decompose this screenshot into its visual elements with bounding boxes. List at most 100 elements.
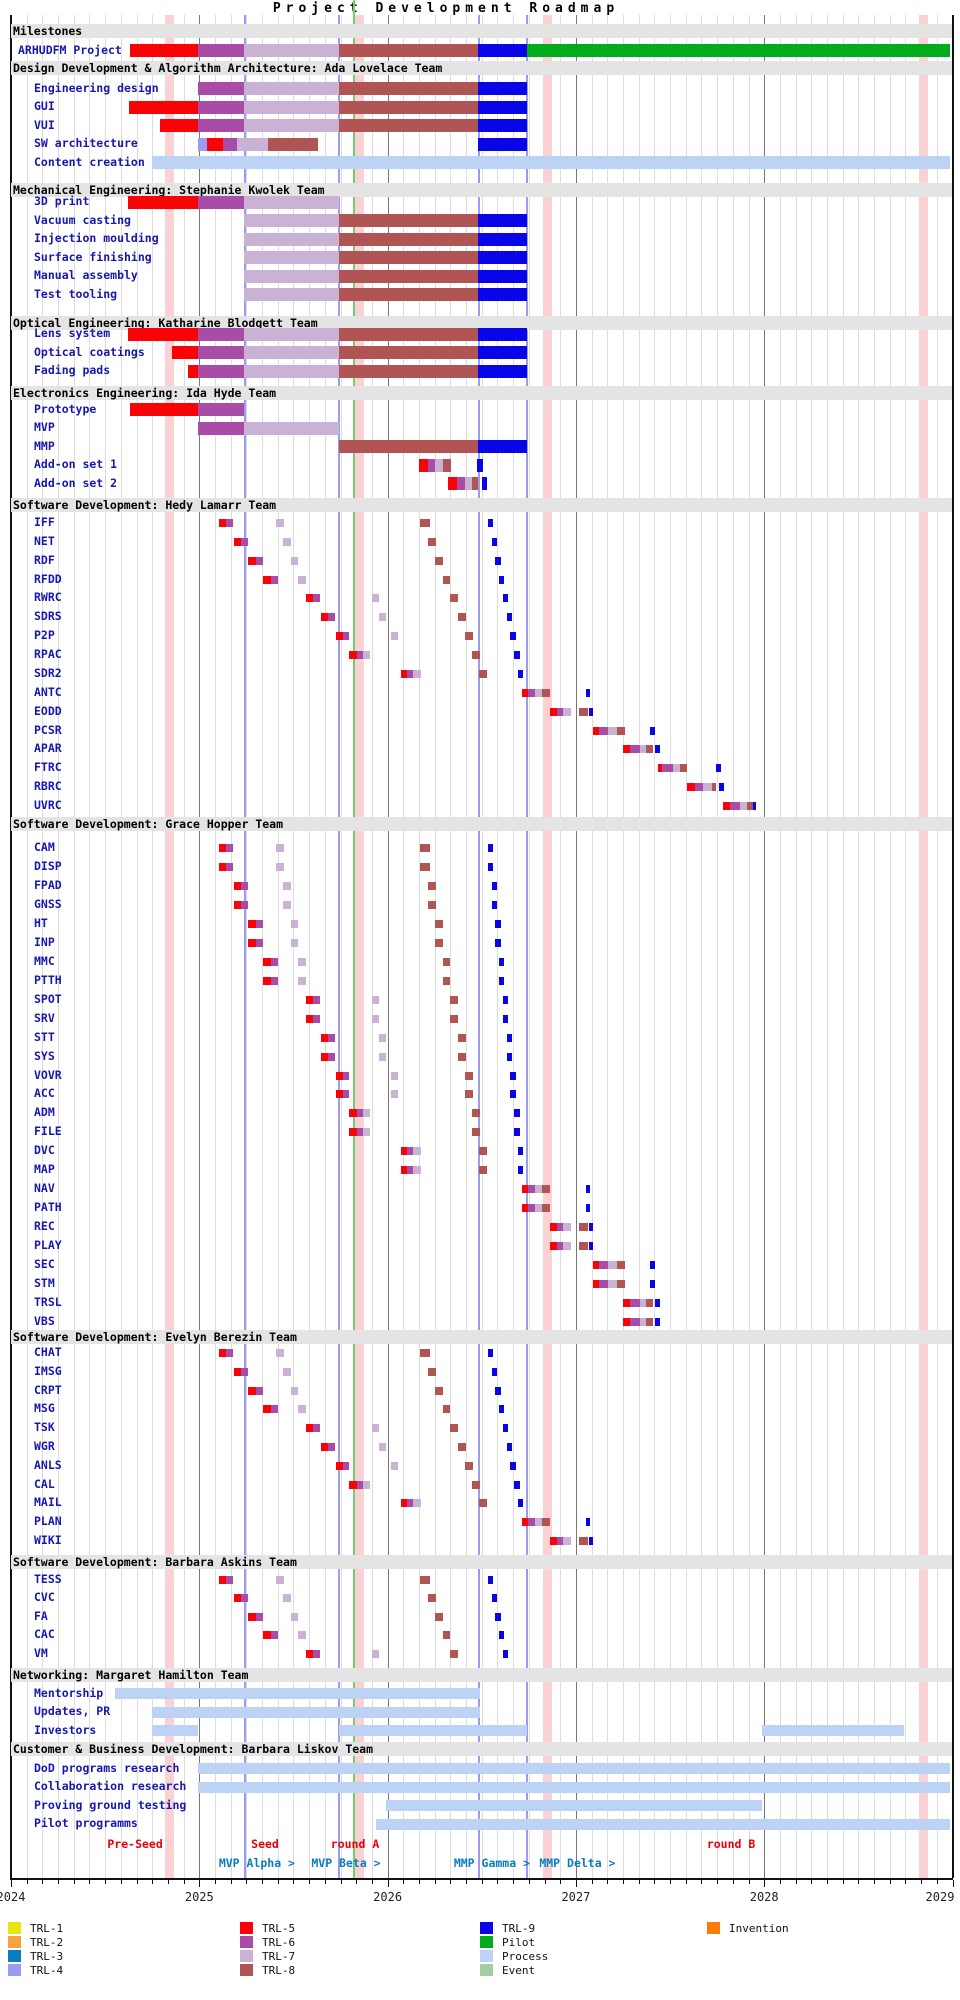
month-tick	[779, 1880, 781, 1884]
bar-segment-9	[586, 1185, 591, 1194]
year-tick	[387, 1880, 389, 1887]
bar-segment-6	[255, 938, 263, 947]
row-label: 3D print	[34, 194, 90, 208]
bar-segment-8	[458, 613, 466, 622]
bar-segment-5	[306, 1649, 314, 1658]
month-gridline	[732, 15, 734, 1878]
bar-segment-7	[563, 1242, 571, 1251]
bar-segment-7	[464, 477, 472, 491]
month-tick	[89, 1880, 91, 1884]
bar-segment-5	[233, 900, 241, 909]
month-tick	[685, 1880, 687, 1884]
bar-segment-5	[306, 594, 314, 603]
month-tick	[356, 1880, 358, 1884]
bar-segment-8	[428, 881, 436, 890]
section-header-band	[11, 498, 952, 512]
legend-label: TRL-8	[262, 1964, 296, 1977]
month-tick	[638, 1880, 640, 1884]
row-label: FTRC	[34, 760, 62, 775]
month-tick	[42, 1880, 44, 1884]
month-tick	[842, 1880, 844, 1884]
legend-label: TRL-7	[262, 1950, 296, 1963]
month-gridline	[779, 15, 781, 1878]
bar-segment-6	[313, 1424, 320, 1433]
month-tick	[26, 1880, 28, 1884]
bar-segment-8	[542, 688, 551, 697]
bar-segment-8	[464, 1071, 473, 1080]
bar-segment-9	[715, 764, 722, 773]
month-tick	[58, 1880, 60, 1884]
bar-segment-5	[130, 403, 198, 416]
bar-segment-9	[506, 1443, 513, 1451]
row-label: UVRC	[34, 798, 62, 813]
bar-segment-7	[390, 1090, 398, 1099]
bar-segment-6	[255, 1386, 263, 1395]
bar-segment-8	[458, 1052, 466, 1061]
row-label: Pilot programms	[34, 1816, 138, 1831]
row-label: PTTH	[34, 972, 62, 987]
bar-segment-8	[442, 976, 450, 985]
bar-segment-5	[248, 1386, 256, 1395]
section-header-band	[11, 1742, 952, 1756]
bar-segment-6	[327, 613, 336, 622]
month-tick	[670, 1880, 672, 1884]
year-label: 2028	[749, 1890, 779, 1904]
bar-segment-6	[694, 783, 703, 792]
bar-segment-6	[197, 421, 244, 435]
bar-segment-5	[233, 881, 241, 890]
release-milestone-line	[525, 15, 528, 1878]
month-tick	[936, 1880, 938, 1884]
month-tick	[152, 1880, 154, 1884]
bar-segment-9	[477, 346, 527, 360]
bar-segment-6	[255, 1612, 263, 1621]
bar-segment-8	[464, 1461, 473, 1470]
row-label: GUI	[34, 99, 55, 114]
section-header: Milestones	[13, 24, 83, 38]
bar-segment-7	[413, 1166, 421, 1175]
month-tick	[324, 1880, 326, 1884]
bar-segment-8	[712, 783, 716, 792]
event-band	[165, 15, 175, 1878]
bar-segment-9	[586, 1204, 591, 1213]
bar-segment-5	[522, 688, 529, 697]
bar-segment-8	[479, 1147, 488, 1156]
bar-segment-7	[275, 1349, 285, 1357]
month-tick	[481, 1880, 483, 1884]
month-tick	[214, 1880, 216, 1884]
legend-swatch	[8, 1922, 21, 1934]
bar-segment-8	[339, 214, 478, 228]
section-header: Software Development: Grace Hopper Team	[13, 817, 284, 831]
bar-segment-5	[320, 1052, 328, 1061]
year-gridline	[199, 15, 201, 1878]
bar-segment-7	[563, 1537, 571, 1545]
bar-segment-9	[494, 919, 501, 928]
year-label: 2025	[184, 1890, 214, 1904]
bar-segment-7	[390, 1071, 398, 1080]
bar-segment-9	[494, 556, 501, 565]
row-label: Injection moulding	[34, 231, 159, 246]
bar-segment-6	[240, 881, 249, 890]
legend-label: TRL-5	[262, 1922, 296, 1935]
bar-segment-8	[442, 1631, 450, 1640]
bar-segment-9	[494, 1386, 501, 1395]
legend-label: Process	[502, 1950, 549, 1963]
bar-segment-8	[339, 346, 478, 360]
row-label: CAL	[34, 1476, 55, 1491]
bar-segment-7	[243, 421, 339, 435]
bar-segment-5	[522, 1204, 529, 1213]
bar-segment-6	[223, 137, 237, 151]
bar-segment-8	[428, 537, 436, 546]
section-header-band	[11, 1330, 952, 1344]
bar-segment-9	[477, 269, 527, 283]
bar-segment-8	[579, 1242, 589, 1251]
row-label: NAV	[34, 1181, 55, 1196]
bar-segment-7	[291, 556, 298, 565]
bar-segment-5	[400, 1147, 407, 1156]
legend-label: Invention	[729, 1922, 789, 1935]
month-gridline	[654, 15, 656, 1878]
bar-segment-7	[362, 1128, 370, 1137]
legend-label: TRL-9	[502, 1922, 536, 1935]
bar-segment-5	[219, 1349, 227, 1357]
bar-segment-6	[457, 477, 465, 491]
bar-segment-7	[362, 1109, 370, 1118]
